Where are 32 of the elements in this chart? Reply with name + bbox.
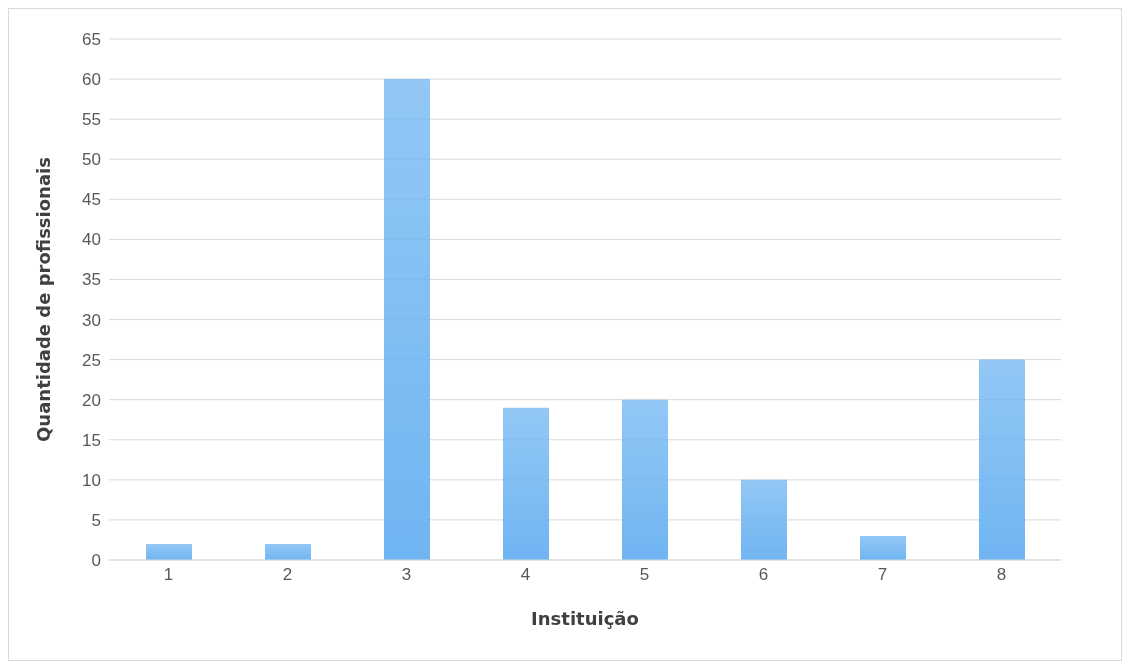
y-tick-label: 25 xyxy=(82,350,101,370)
x-tick-label: 4 xyxy=(520,565,531,585)
y-tick-label: 45 xyxy=(82,190,101,210)
y-tick-label: 35 xyxy=(82,270,101,290)
x-tick-label: 3 xyxy=(401,565,412,585)
x-axis-title: Instituição xyxy=(531,608,639,629)
x-tick-label: 6 xyxy=(758,565,769,585)
y-tick-label: 30 xyxy=(82,310,101,330)
bar xyxy=(146,543,192,560)
bar xyxy=(265,543,311,560)
bar xyxy=(503,407,549,560)
y-tick-label: 20 xyxy=(82,390,101,410)
bar xyxy=(741,479,787,560)
bar xyxy=(622,399,668,560)
y-tick-label: 50 xyxy=(82,150,101,170)
x-tick-label: 1 xyxy=(163,565,174,585)
y-tick-label: 5 xyxy=(91,510,101,530)
x-tick-label: 2 xyxy=(282,565,293,585)
y-axis-title: Quantidade de profissionais xyxy=(33,157,55,442)
y-tick-label: 10 xyxy=(82,470,101,490)
bar xyxy=(860,535,906,560)
y-tick-label: 55 xyxy=(82,110,101,130)
y-tick-label: 15 xyxy=(82,430,101,450)
y-tick-label: 0 xyxy=(91,551,101,571)
x-tick-label: 8 xyxy=(996,565,1007,585)
y-tick-label: 40 xyxy=(82,230,101,250)
x-tick-label: 5 xyxy=(639,565,650,585)
x-tick-label: 7 xyxy=(877,565,888,585)
y-tick-label: 65 xyxy=(82,30,101,50)
bar xyxy=(384,79,430,560)
bar xyxy=(979,359,1025,560)
y-tick-label: 60 xyxy=(82,70,101,90)
